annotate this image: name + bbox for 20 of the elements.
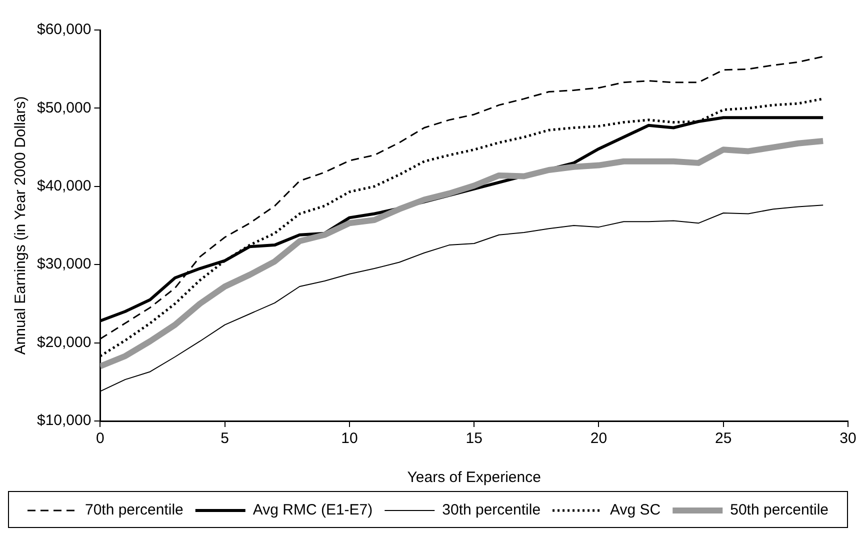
y-tick-label: $30,000 <box>36 256 92 273</box>
y-tick-label: $10,000 <box>36 412 92 430</box>
y-tick-label: $40,000 <box>36 178 92 195</box>
x-tick-label: 15 <box>466 430 482 448</box>
legend-label: Avg SC <box>610 502 661 519</box>
x-axis-title: Years of Experience <box>407 469 541 486</box>
y-axis-title: Annual Earnings (in Year 2000 Dollars) <box>12 96 30 355</box>
x-tick-label: 10 <box>341 430 358 448</box>
legend-label: 30th percentile <box>442 502 541 519</box>
x-tick-label: 0 <box>96 430 104 448</box>
y-tick-label: $50,000 <box>36 99 92 116</box>
legend-label: 50th percentile <box>730 502 829 519</box>
legend-label: Avg RMC (E1-E7) <box>252 502 373 519</box>
legend-label: 70th percentile <box>84 502 184 519</box>
x-tick-label: 30 <box>840 430 856 448</box>
x-tick-label: 20 <box>590 430 608 448</box>
x-tick-label: 25 <box>715 430 732 448</box>
x-tick-label: 5 <box>220 430 230 448</box>
y-tick-label: $60,000 <box>36 21 92 38</box>
y-tick-label: $20,000 <box>36 334 92 351</box>
